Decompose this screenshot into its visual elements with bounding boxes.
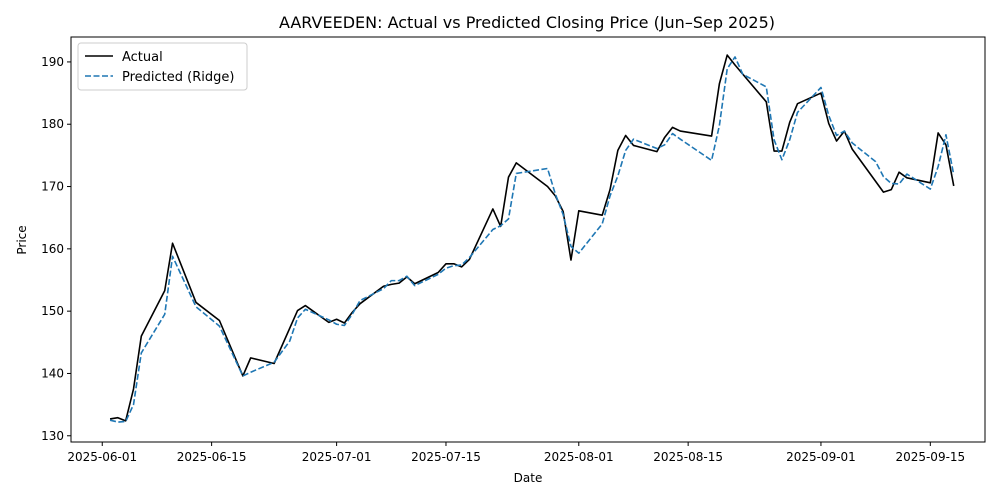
y-axis-title: Price: [15, 225, 29, 254]
x-tick-label: 2025-07-15: [411, 450, 481, 464]
y-tick-label: 150: [41, 304, 64, 318]
axes-frame: [70, 36, 986, 443]
x-axis-title: Date: [514, 471, 543, 485]
x-tick-label: 2025-06-01: [67, 450, 137, 464]
chart-title: AARVEEDEN: Actual vs Predicted Closing P…: [279, 13, 775, 32]
series-line-predicted: [109, 56, 955, 423]
y-tick-label: 190: [41, 55, 64, 69]
legend-box: [77, 42, 248, 91]
legend-label-actual: Actual: [122, 50, 163, 65]
y-tick-label: 180: [41, 117, 64, 131]
legend-label-predicted: Predicted (Ridge): [122, 70, 234, 85]
x-tick-label: 2025-08-15: [653, 450, 723, 464]
legend: Actual Predicted (Ridge): [77, 42, 248, 91]
y-tick-label: 130: [41, 429, 64, 443]
y-tick-label: 140: [41, 366, 64, 380]
x-tick-label: 2025-08-01: [544, 450, 614, 464]
y-tick-label: 170: [41, 180, 64, 194]
y-tick-label: 160: [41, 242, 64, 256]
axes-layer: 2025-06-01 2025-06-15 2025-07-01 2025-07-15…: [41, 36, 986, 464]
x-tick-label: 2025-07-01: [302, 450, 372, 464]
series-layer: [109, 54, 955, 423]
x-tick-label: 2025-09-01: [786, 450, 856, 464]
x-tick-label: 2025-09-15: [895, 450, 965, 464]
x-tick-label: 2025-06-15: [177, 450, 247, 464]
